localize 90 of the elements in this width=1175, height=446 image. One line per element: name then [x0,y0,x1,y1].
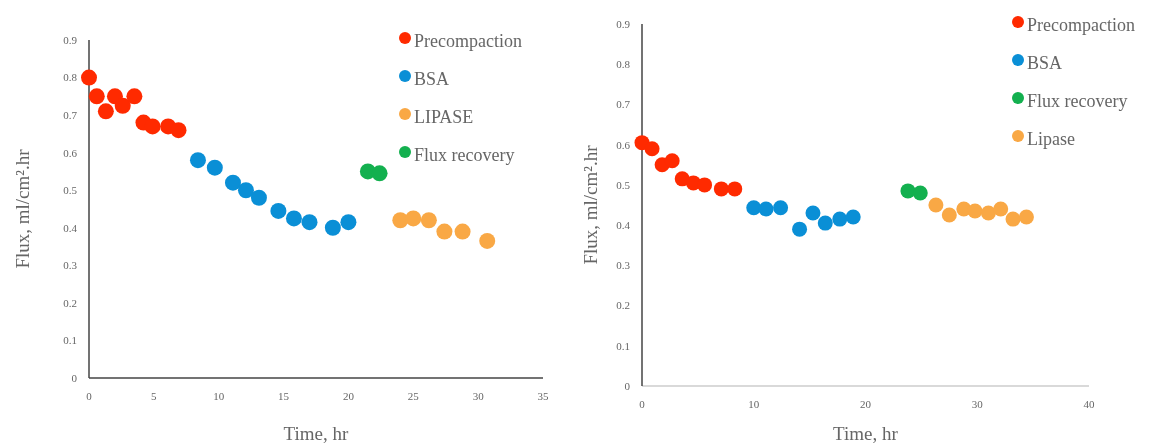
point [713,181,729,197]
point [114,97,131,114]
point [144,118,161,135]
point [967,203,983,219]
point [980,205,996,221]
legend-label: Flux recovery [414,145,515,166]
y-tick-label: 0.9 [63,33,78,46]
legend-label: BSA [414,69,450,90]
y-tick-label: 0.5 [616,178,631,191]
point [270,202,287,219]
x-tick-label: 0 [639,398,646,410]
x-tick-label: 5 [151,390,158,402]
point [746,200,762,216]
point [237,182,254,199]
point [912,185,928,201]
y-tick-label: 0.9 [616,17,631,30]
y-tick-label: 0.1 [63,334,77,347]
point [88,88,105,105]
point [845,209,861,225]
point [479,232,496,249]
y-tick-label: 0.1 [616,339,630,352]
point [250,189,267,206]
y-tick-label: 0.4 [616,218,631,231]
point [832,211,848,227]
x-axis-title: Time, hr [833,423,899,444]
y-tick-label: 0 [624,379,631,392]
point [727,181,743,197]
y-tick-label: 0.2 [63,296,77,309]
point [1018,209,1034,225]
x-tick-label: 30 [971,398,984,410]
y-tick-label: 0.6 [63,146,78,159]
y-tick-label: 0.2 [616,299,630,312]
point [817,215,833,231]
y-tick-label: 0.7 [63,108,78,121]
legend-label: LIPASE [414,107,474,128]
point [664,153,680,169]
point [420,212,437,229]
point [928,197,944,213]
legend-label: Precompaction [414,31,522,52]
point [340,214,357,231]
point [126,88,143,105]
point [758,201,774,217]
point [371,165,388,182]
point [993,201,1009,217]
point [644,141,660,157]
x-tick-label: 15 [278,390,290,402]
x-tick-label: 25 [407,390,420,402]
legend-label: BSA [1027,53,1063,74]
y-tick-label: 0.3 [63,259,78,272]
point [405,210,422,227]
point [285,210,302,227]
point [1005,211,1021,227]
point [97,103,114,120]
x-tick-label: 40 [1083,398,1095,410]
y-tick-label: 0.6 [616,138,631,151]
point [941,207,957,223]
point [170,122,187,139]
legend-label: Lipase [1027,129,1075,150]
point [301,214,318,231]
legend-label: Precompaction [1027,15,1135,36]
point [224,174,241,191]
point [206,159,223,176]
y-tick-label: 0.5 [63,184,78,197]
y-tick-label: 0.3 [616,259,631,272]
point [324,219,341,236]
x-tick-label: 35 [537,390,549,402]
y-tick-label: 0.8 [63,71,78,84]
x-tick-label: 20 [342,390,355,402]
point [436,223,453,240]
point [697,177,713,193]
y-tick-label: 0 [71,371,78,384]
y-tick-label: 0.7 [616,98,631,111]
point [454,223,471,240]
point [773,200,789,216]
y-tick-label: 0.4 [63,221,78,234]
x-tick-label: 10 [213,390,225,402]
point [81,69,97,86]
x-tick-label: 20 [860,398,872,410]
legend-label: Flux recovery [1027,91,1128,112]
x-axis-title: Time, hr [283,423,350,444]
x-tick-label: 30 [472,390,485,402]
y-axis-title: Flux, ml/cm².hr [579,144,601,265]
point [392,212,409,229]
point [805,205,821,221]
x-tick-label: 0 [86,390,93,402]
y-tick-label: 0.8 [616,58,631,71]
point [189,152,206,169]
point [792,221,808,237]
x-tick-label: 10 [748,398,760,410]
y-axis-title: Flux, ml/cm².hr [11,148,33,269]
